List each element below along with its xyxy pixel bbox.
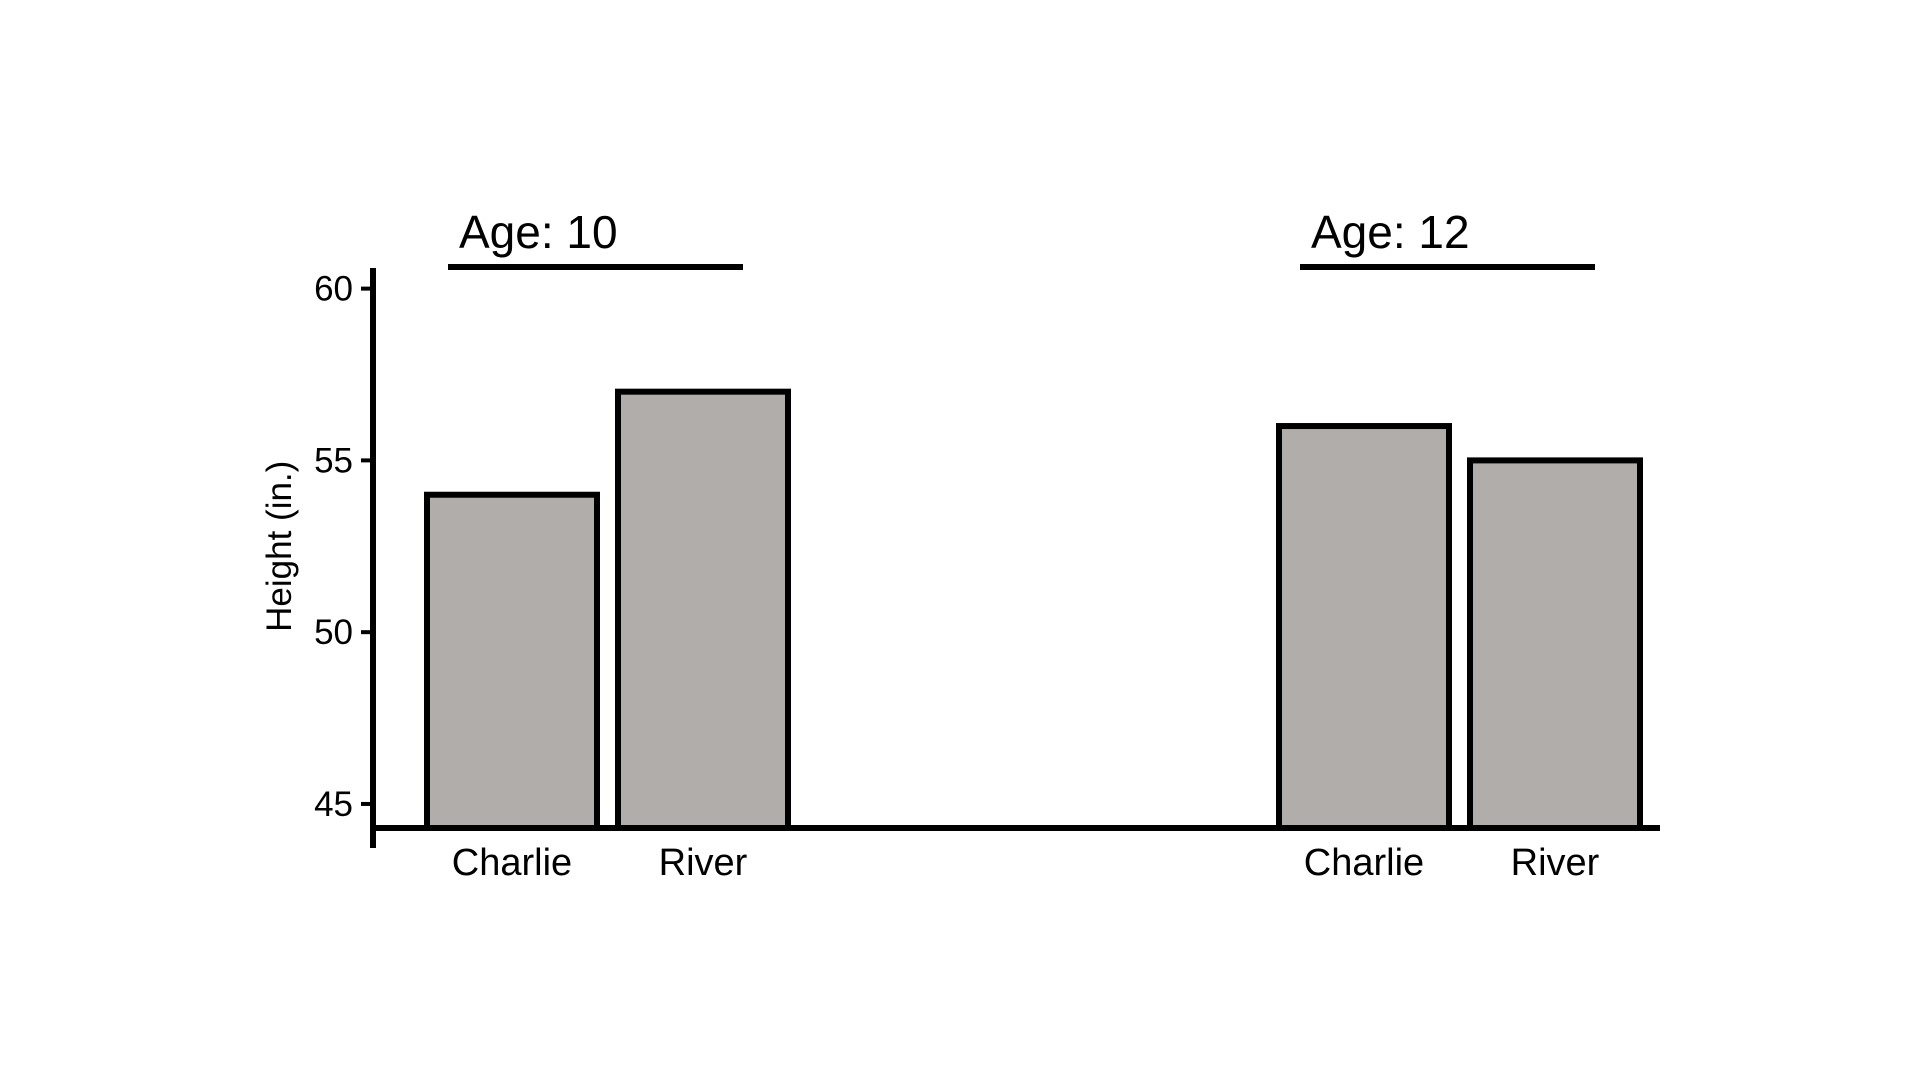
group-label: Age: 10 [459, 206, 618, 258]
bar [615, 388, 791, 831]
y-tick-label: 45 [314, 785, 353, 824]
y-ticks: 45 50 55 60 [314, 270, 373, 824]
category-labels: Charlie River Charlie River [452, 842, 1600, 884]
bar [1276, 423, 1452, 831]
group-labels: Age: 10 Age: 12 [448, 206, 1595, 270]
y-tick-label: 55 [314, 441, 353, 480]
axes-layer [370, 268, 1660, 848]
category-label: Charlie [452, 842, 572, 884]
y-tick-label: 60 [314, 270, 353, 309]
category-label: Charlie [1304, 842, 1424, 884]
y-tick-label: 50 [314, 613, 353, 652]
bar [424, 491, 600, 831]
category-label: River [1511, 842, 1600, 884]
group-label: Age: 12 [1311, 206, 1470, 258]
bars-layer [424, 388, 1643, 831]
y-axis-title: Height (in.) [260, 461, 299, 632]
bar [1467, 457, 1643, 831]
category-label: River [659, 842, 748, 884]
